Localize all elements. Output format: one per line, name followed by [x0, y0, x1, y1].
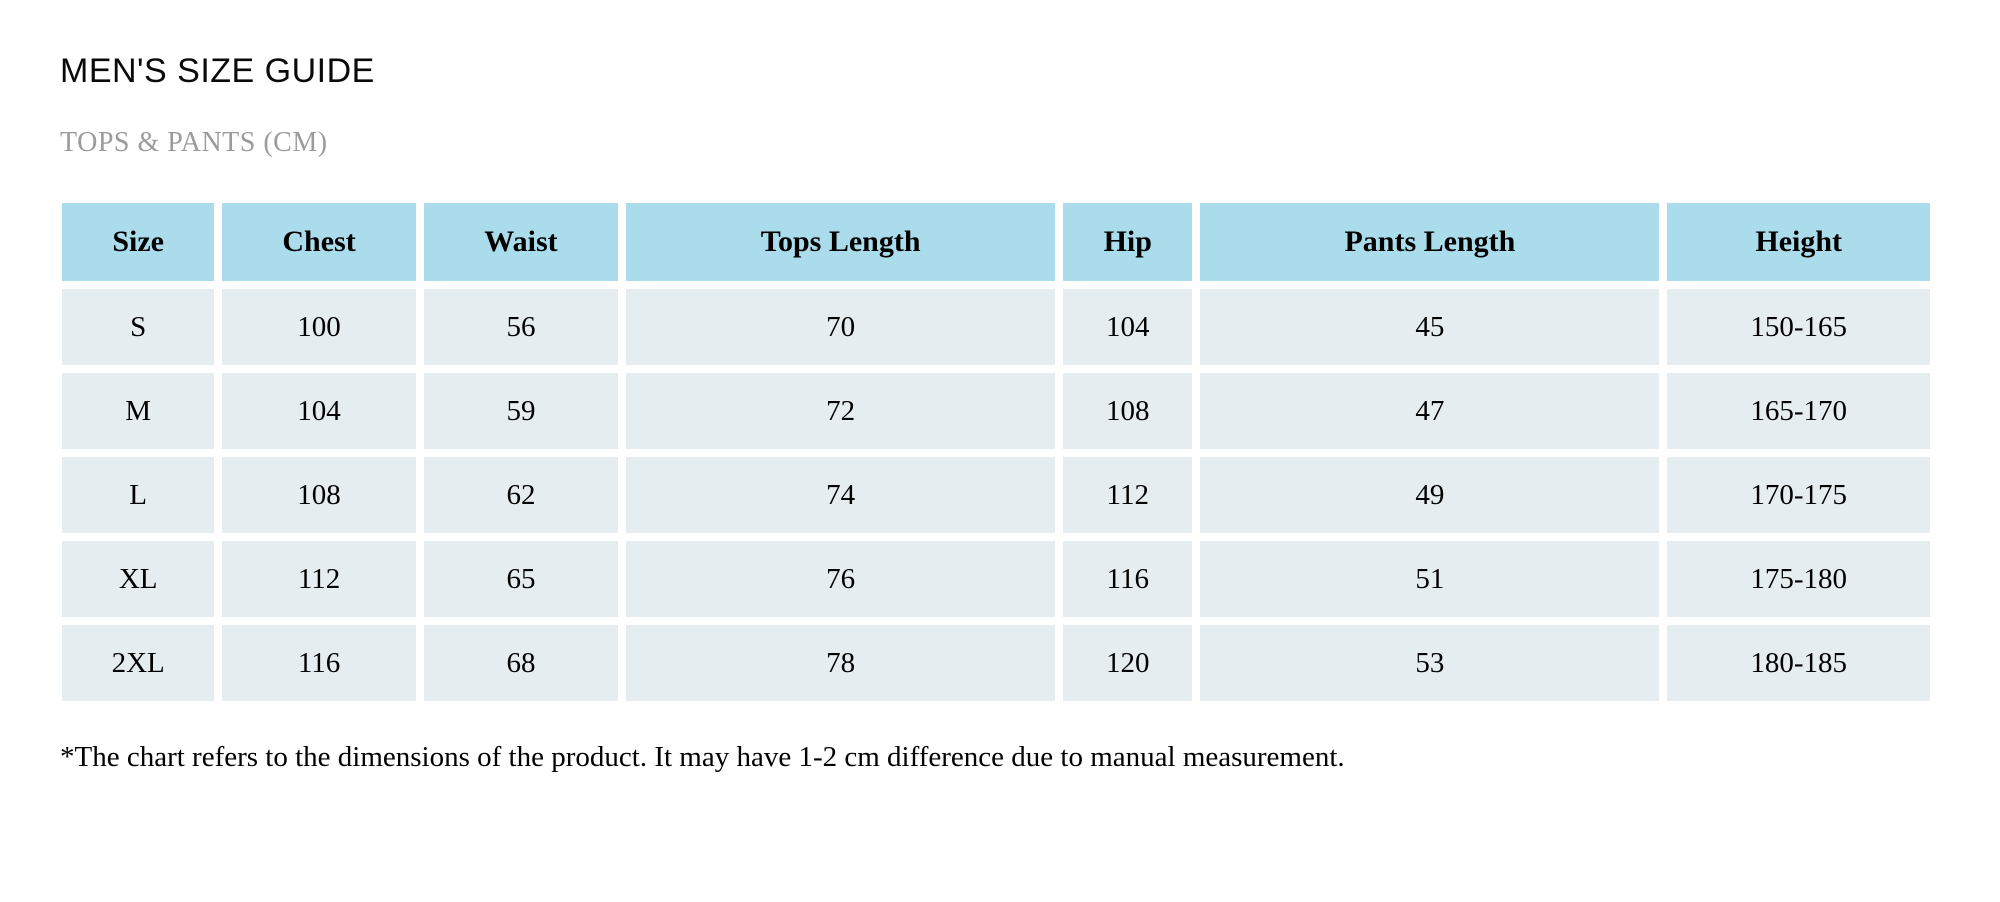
table-cell: 56	[423, 289, 619, 365]
table-cell: 45	[1200, 289, 1660, 365]
column-header-size: Size	[62, 203, 215, 281]
table-cell: 108	[1063, 373, 1193, 449]
table-header-row: Size Chest Waist Tops Length Hip Pants Length…	[62, 203, 1930, 281]
table-cell: 53	[1200, 625, 1660, 701]
table-cell: L	[62, 457, 215, 533]
table-cell: 175-180	[1667, 541, 1930, 617]
table-head: Size Chest Waist Tops Length Hip Pants Length…	[62, 203, 1930, 281]
table-cell: M	[62, 373, 215, 449]
page-title: MEN'S SIZE GUIDE	[60, 52, 375, 90]
table-cell: 74	[626, 457, 1056, 533]
column-header-pants-length: Pants Length	[1200, 203, 1660, 281]
table-cell: S	[62, 289, 215, 365]
table-cell: 59	[423, 373, 619, 449]
table-row-m: M 104 59 72 108 47 165-170	[62, 373, 1930, 449]
table-cell: 65	[423, 541, 619, 617]
table-cell: 68	[423, 625, 619, 701]
table-cell: 108	[222, 457, 416, 533]
table-cell: 170-175	[1667, 457, 1930, 533]
table-cell: 104	[1063, 289, 1193, 365]
column-header-height: Height	[1667, 203, 1930, 281]
table-cell: 150-165	[1667, 289, 1930, 365]
table-row-s: S 100 56 70 104 45 150-165	[62, 289, 1930, 365]
table-cell: 47	[1200, 373, 1660, 449]
table-cell: 104	[222, 373, 416, 449]
table-cell: 180-185	[1667, 625, 1930, 701]
column-header-waist: Waist	[423, 203, 619, 281]
table-cell: 62	[423, 457, 619, 533]
table-cell: 116	[1063, 541, 1193, 617]
table-cell: 72	[626, 373, 1056, 449]
table-cell: 2XL	[62, 625, 215, 701]
table-cell: 165-170	[1667, 373, 1930, 449]
table-cell: 78	[626, 625, 1056, 701]
table-cell: 120	[1063, 625, 1193, 701]
column-header-chest: Chest	[222, 203, 416, 281]
size-guide-table: Size Chest Waist Tops Length Hip Pants Length…	[54, 195, 1938, 709]
table-cell: 116	[222, 625, 416, 701]
column-header-hip: Hip	[1063, 203, 1193, 281]
table-cell: 76	[626, 541, 1056, 617]
table-cell: XL	[62, 541, 215, 617]
column-header-tops-length: Tops Length	[626, 203, 1056, 281]
table-cell: 51	[1200, 541, 1660, 617]
table-cell: 100	[222, 289, 416, 365]
size-guide-page: MEN'S SIZE GUIDE TOPS & PANTS (CM) Size C…	[0, 52, 2000, 774]
table-cell: 112	[222, 541, 416, 617]
table-row-2xl: 2XL 116 68 78 120 53 180-185	[62, 625, 1930, 701]
table-cell: 112	[1063, 457, 1193, 533]
table-row-xl: XL 112 65 76 116 51 175-180	[62, 541, 1930, 617]
table-body: S 100 56 70 104 45 150-165 M 104 59 72 108 47 165-170…	[62, 289, 1930, 701]
table-cell: 70	[626, 289, 1056, 365]
table-row-l: L 108 62 74 112 49 170-175	[62, 457, 1930, 533]
footnote: *The chart refers to the dimensions of t…	[60, 741, 1345, 773]
section-subtitle: TOPS & PANTS (CM)	[60, 127, 328, 158]
table-cell: 49	[1200, 457, 1660, 533]
